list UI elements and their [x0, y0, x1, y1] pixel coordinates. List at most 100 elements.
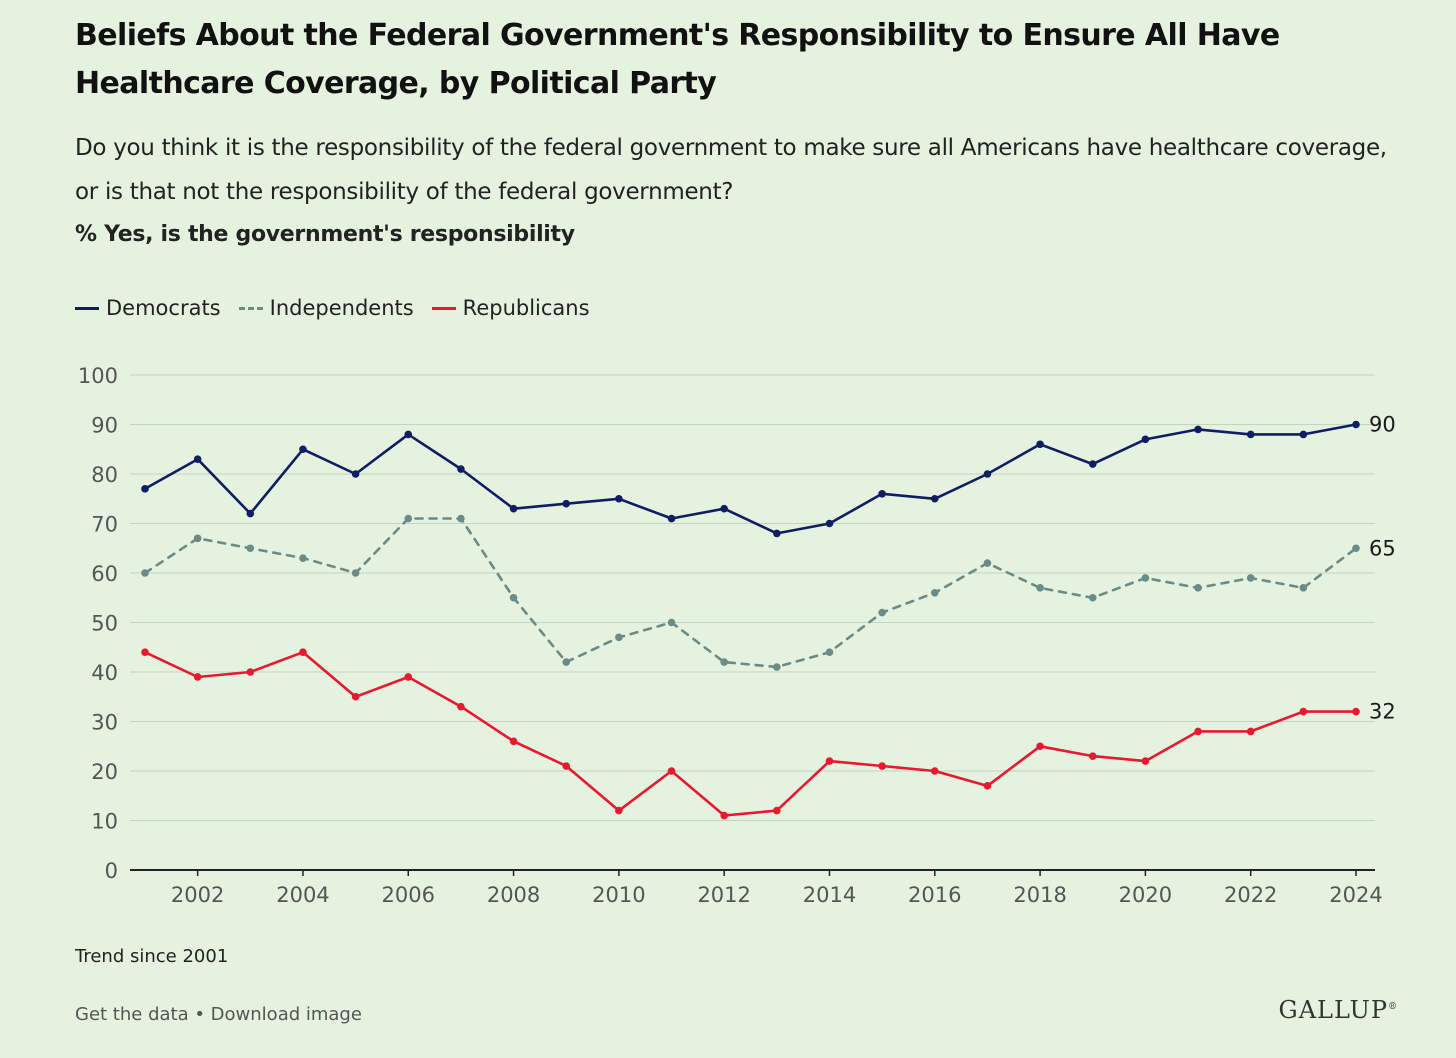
data-point-independents[interactable] — [404, 514, 413, 523]
data-point-democrats[interactable] — [1036, 440, 1044, 449]
data-point-democrats[interactable] — [878, 490, 886, 498]
x-tick-label: 2004 — [276, 883, 329, 907]
series-group — [141, 420, 1360, 820]
data-point-independents[interactable] — [509, 593, 518, 602]
data-point-democrats[interactable] — [1194, 425, 1202, 434]
series-line-republicans — [143, 650, 1358, 817]
trend-note: Trend since 2001 — [75, 946, 229, 967]
data-point-independents[interactable] — [825, 648, 834, 656]
data-point-republicans[interactable] — [404, 673, 413, 681]
data-point-democrats[interactable] — [825, 519, 834, 528]
data-point-independents[interactable] — [193, 534, 202, 543]
legend-item-republicans[interactable]: Republicans — [431, 296, 590, 320]
data-point-republicans[interactable] — [1299, 707, 1308, 716]
data-point-democrats[interactable] — [983, 470, 992, 478]
y-tick-label: 70 — [91, 513, 118, 537]
data-point-republicans[interactable] — [562, 762, 571, 770]
data-point-independents[interactable] — [1036, 584, 1044, 592]
data-point-independents[interactable] — [1299, 584, 1308, 592]
data-point-republicans[interactable] — [667, 767, 676, 775]
data-point-independents[interactable] — [667, 618, 676, 627]
y-tick-label: 20 — [91, 760, 118, 784]
data-point-independents[interactable] — [930, 589, 939, 597]
x-axis-ticks: 2002 2004 2006 2008 2010 2012 2014 2016 2018 2020… — [130, 869, 1383, 907]
data-point-democrats[interactable] — [246, 509, 255, 518]
data-point-democrats[interactable] — [1352, 420, 1360, 429]
data-point-independents[interactable] — [1352, 544, 1360, 553]
footer-separator: • — [188, 1004, 211, 1025]
data-point-independents[interactable] — [457, 514, 465, 523]
footer-links: Get the data • Download image — [75, 1004, 362, 1025]
data-point-democrats[interactable] — [562, 499, 571, 508]
data-point-republicans[interactable] — [1036, 742, 1044, 751]
x-tick-label: 2002 — [171, 883, 224, 907]
data-point-republicans[interactable] — [773, 806, 781, 815]
data-point-democrats[interactable] — [615, 494, 623, 503]
data-point-democrats[interactable] — [141, 485, 149, 493]
data-point-independents[interactable] — [1194, 584, 1202, 592]
data-point-republicans[interactable] — [1088, 752, 1097, 760]
data-point-independents[interactable] — [141, 569, 149, 577]
data-point-republicans[interactable] — [720, 811, 728, 820]
grid-lines — [130, 374, 1375, 821]
data-point-republicans[interactable] — [509, 737, 518, 746]
y-tick-label: 60 — [91, 562, 118, 586]
data-point-republicans[interactable] — [1141, 757, 1150, 765]
legend-swatch-independents — [238, 306, 263, 310]
data-point-republicans[interactable] — [615, 806, 623, 815]
data-point-republicans[interactable] — [457, 702, 465, 711]
data-point-independents[interactable] — [773, 663, 781, 671]
data-point-independents[interactable] — [1246, 574, 1255, 582]
data-point-republicans[interactable] — [1246, 727, 1255, 736]
data-point-democrats[interactable] — [773, 529, 781, 538]
data-point-democrats[interactable] — [667, 514, 676, 523]
data-point-independents[interactable] — [299, 554, 307, 562]
data-point-democrats[interactable] — [1141, 435, 1150, 444]
data-point-independents[interactable] — [246, 544, 255, 553]
data-point-republicans[interactable] — [825, 757, 834, 765]
data-point-democrats[interactable] — [193, 455, 202, 463]
data-point-democrats[interactable] — [1088, 460, 1097, 468]
data-point-democrats[interactable] — [1299, 430, 1308, 439]
data-point-independents[interactable] — [720, 658, 728, 666]
data-point-republicans[interactable] — [930, 767, 939, 775]
data-point-independents[interactable] — [351, 569, 360, 577]
chart-legend: Democrats Independents Republicans — [75, 296, 608, 320]
y-tick-label: 0 — [105, 859, 118, 883]
series-line-democrats — [143, 423, 1358, 535]
legend-item-independents[interactable]: Independents — [238, 296, 414, 320]
download-image-link[interactable]: Download image — [210, 1004, 362, 1025]
data-point-republicans[interactable] — [878, 762, 886, 770]
get-data-link[interactable]: Get the data — [75, 1004, 189, 1025]
data-point-democrats[interactable] — [509, 504, 518, 513]
data-point-republicans[interactable] — [1194, 727, 1202, 736]
legend-item-democrats[interactable]: Democrats — [75, 296, 221, 320]
data-point-democrats[interactable] — [457, 465, 465, 473]
data-point-independents[interactable] — [615, 633, 623, 642]
data-point-democrats[interactable] — [404, 430, 413, 439]
data-point-republicans[interactable] — [299, 648, 307, 656]
x-tick-label: 2020 — [1119, 883, 1172, 907]
data-point-independents[interactable] — [1141, 574, 1150, 582]
data-point-democrats[interactable] — [1246, 430, 1255, 439]
data-point-independents[interactable] — [562, 658, 571, 666]
data-point-independents[interactable] — [878, 608, 886, 617]
data-point-republicans[interactable] — [1352, 707, 1360, 716]
data-point-republicans[interactable] — [141, 648, 149, 656]
x-tick-label: 2010 — [592, 883, 645, 907]
data-point-republicans[interactable] — [983, 782, 992, 790]
data-point-independents[interactable] — [983, 559, 992, 567]
x-tick-label: 2006 — [382, 883, 435, 907]
data-point-independents[interactable] — [1088, 593, 1097, 602]
data-point-democrats[interactable] — [930, 494, 939, 503]
data-point-democrats[interactable] — [351, 470, 360, 478]
data-point-republicans[interactable] — [246, 668, 255, 676]
x-tick-label: 2018 — [1013, 883, 1066, 907]
data-point-republicans[interactable] — [193, 673, 202, 681]
chart-subtitle: Do you think it is the responsibility of… — [75, 135, 1387, 205]
data-point-democrats[interactable] — [299, 445, 307, 454]
data-point-democrats[interactable] — [720, 504, 728, 513]
data-point-republicans[interactable] — [351, 692, 360, 701]
gallup-logo[interactable]: GALLUP® — [1278, 996, 1398, 1024]
